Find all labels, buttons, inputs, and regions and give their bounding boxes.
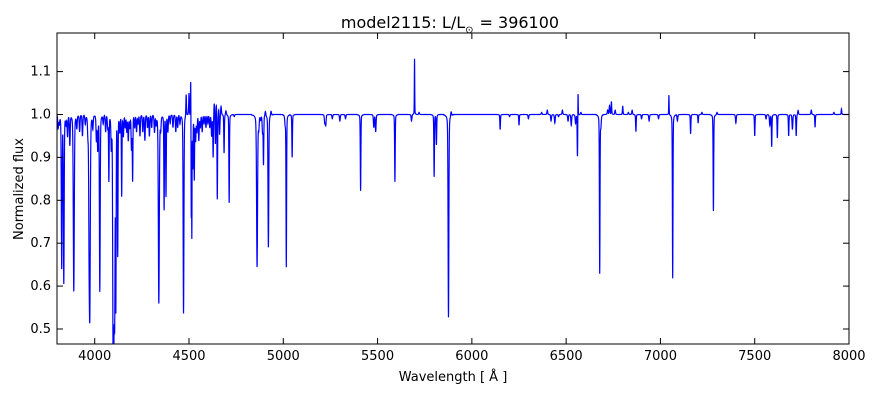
y-tick-label: 0.8	[30, 193, 51, 208]
x-tick-label: 6500	[550, 349, 583, 364]
x-tick-label: 4000	[78, 349, 111, 364]
x-axis-label: Wavelength [ Å ]	[399, 369, 508, 385]
x-tick-label: 5500	[361, 349, 394, 364]
y-axis-label: Normalized flux	[12, 138, 27, 240]
plot-frame	[56, 32, 850, 345]
chart-title: model2115: L/L⊙ = 396100	[341, 13, 559, 36]
chart-title-value: = 396100	[480, 13, 560, 32]
y-tick-label: 0.9	[30, 150, 51, 165]
y-tick-label: 0.7	[30, 236, 51, 251]
y-tick-label: 0.5	[30, 322, 51, 337]
y-tick-label: 1.1	[30, 65, 51, 80]
chart-title-sub: ⊙	[465, 25, 473, 36]
x-tick-label: 8000	[832, 349, 865, 364]
x-axis: 4000 4500 5000 5500 6000 6500 7000 7500 8000	[78, 33, 866, 364]
x-tick-label: 6000	[455, 349, 488, 364]
chart-title-main: model2115: L/L	[341, 13, 465, 32]
y-tick-label: 0.6	[30, 279, 51, 294]
x-tick-label: 7500	[738, 349, 771, 364]
x-tick-label: 5000	[267, 349, 300, 364]
y-axis: 0.5 0.6 0.7 0.8 0.9 1.0 1.1	[30, 65, 849, 337]
x-tick-label: 7000	[644, 349, 677, 364]
y-tick-label: 1.0	[30, 108, 51, 123]
spectrum-line	[57, 58, 849, 344]
x-tick-label: 4500	[172, 349, 205, 364]
